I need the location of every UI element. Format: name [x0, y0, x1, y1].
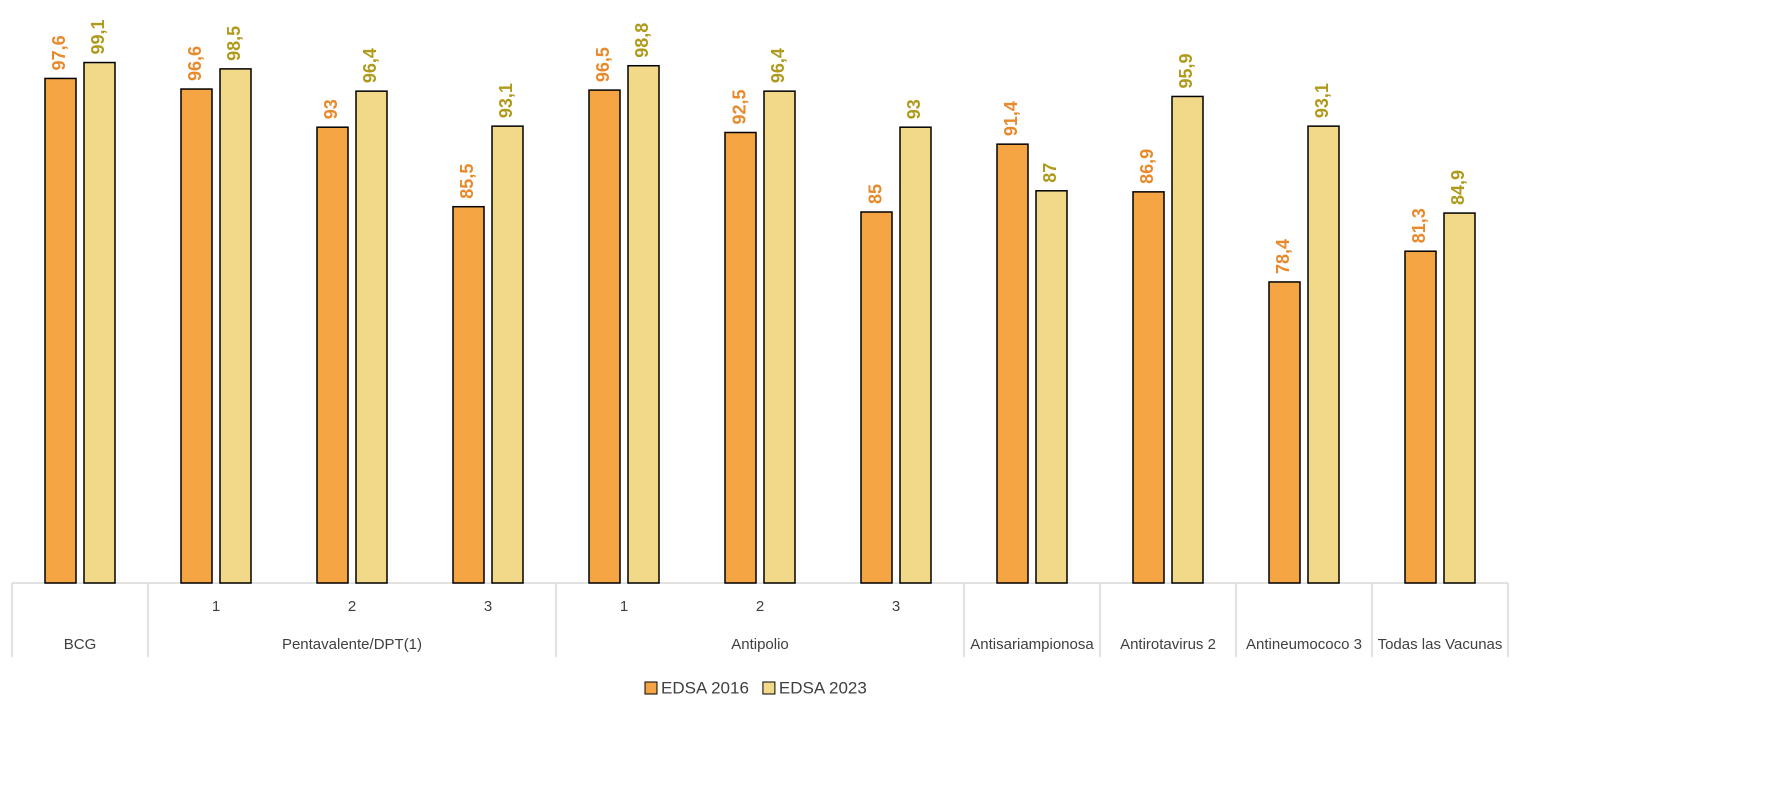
- value-label: 96,5: [593, 47, 613, 82]
- group-label: Pentavalente/DPT(1): [282, 636, 422, 653]
- value-label: 99,1: [88, 19, 108, 54]
- x-tick-label: 3: [892, 598, 900, 615]
- bar: [219, 68, 252, 584]
- bar: [724, 131, 757, 584]
- value-label: 84,9: [1448, 170, 1468, 205]
- bar: [44, 77, 77, 584]
- bar: [1035, 190, 1068, 584]
- bar: [83, 61, 116, 584]
- group-label: BCG: [64, 636, 97, 653]
- x-tick-label: 2: [756, 598, 764, 615]
- value-label: 97,6: [49, 35, 69, 70]
- value-label: 96,4: [360, 48, 380, 83]
- bar: [1307, 125, 1340, 584]
- value-label: 98,5: [224, 26, 244, 61]
- group-label: Antirotavirus 2: [1120, 636, 1216, 653]
- value-label: 96,4: [768, 48, 788, 83]
- x-tick-label: 1: [212, 598, 220, 615]
- value-label: 96,6: [185, 46, 205, 81]
- bar: [180, 88, 213, 584]
- value-label: 81,3: [1409, 208, 1429, 243]
- legend-swatch: [644, 681, 658, 695]
- legend-label: EDSA 2023: [779, 678, 867, 697]
- x-tick-label: 2: [348, 598, 356, 615]
- legend-label: EDSA 2016: [661, 678, 749, 697]
- value-label: 95,9: [1176, 53, 1196, 88]
- bar: [996, 143, 1029, 584]
- value-label: 85: [865, 184, 885, 204]
- bar: [627, 64, 660, 584]
- value-label: 93,1: [496, 83, 516, 118]
- group-label: Antineumococo 3: [1246, 636, 1362, 653]
- value-label: 78,4: [1273, 239, 1293, 274]
- group-label: Antipolio: [731, 636, 789, 653]
- bar: [899, 126, 932, 584]
- bar: [1443, 212, 1476, 584]
- legend-swatch: [762, 681, 776, 695]
- value-label: 98,8: [632, 23, 652, 58]
- bar: [452, 205, 485, 584]
- value-label: 85,5: [457, 164, 477, 199]
- bar: [1132, 191, 1165, 584]
- bar: [491, 125, 524, 584]
- x-tick-label: 3: [484, 598, 492, 615]
- bar: [1404, 250, 1437, 584]
- bar: [316, 126, 349, 584]
- value-label: 93: [321, 99, 341, 119]
- value-label: 93,1: [1312, 83, 1332, 118]
- value-label: 92,5: [729, 89, 749, 124]
- value-label: 87: [1040, 163, 1060, 183]
- x-tick-label: 1: [620, 598, 628, 615]
- bar: [1171, 95, 1204, 584]
- group-label: Antisariampionosa: [970, 636, 1094, 653]
- bar: [763, 90, 796, 584]
- bar: [355, 90, 388, 584]
- value-label: 91,4: [1001, 101, 1021, 136]
- bar: [1268, 281, 1301, 584]
- value-label: 86,9: [1137, 149, 1157, 184]
- value-label: 93: [904, 99, 924, 119]
- bar: [588, 89, 621, 584]
- bar: [860, 211, 893, 584]
- group-label: Todas las Vacunas: [1378, 636, 1503, 653]
